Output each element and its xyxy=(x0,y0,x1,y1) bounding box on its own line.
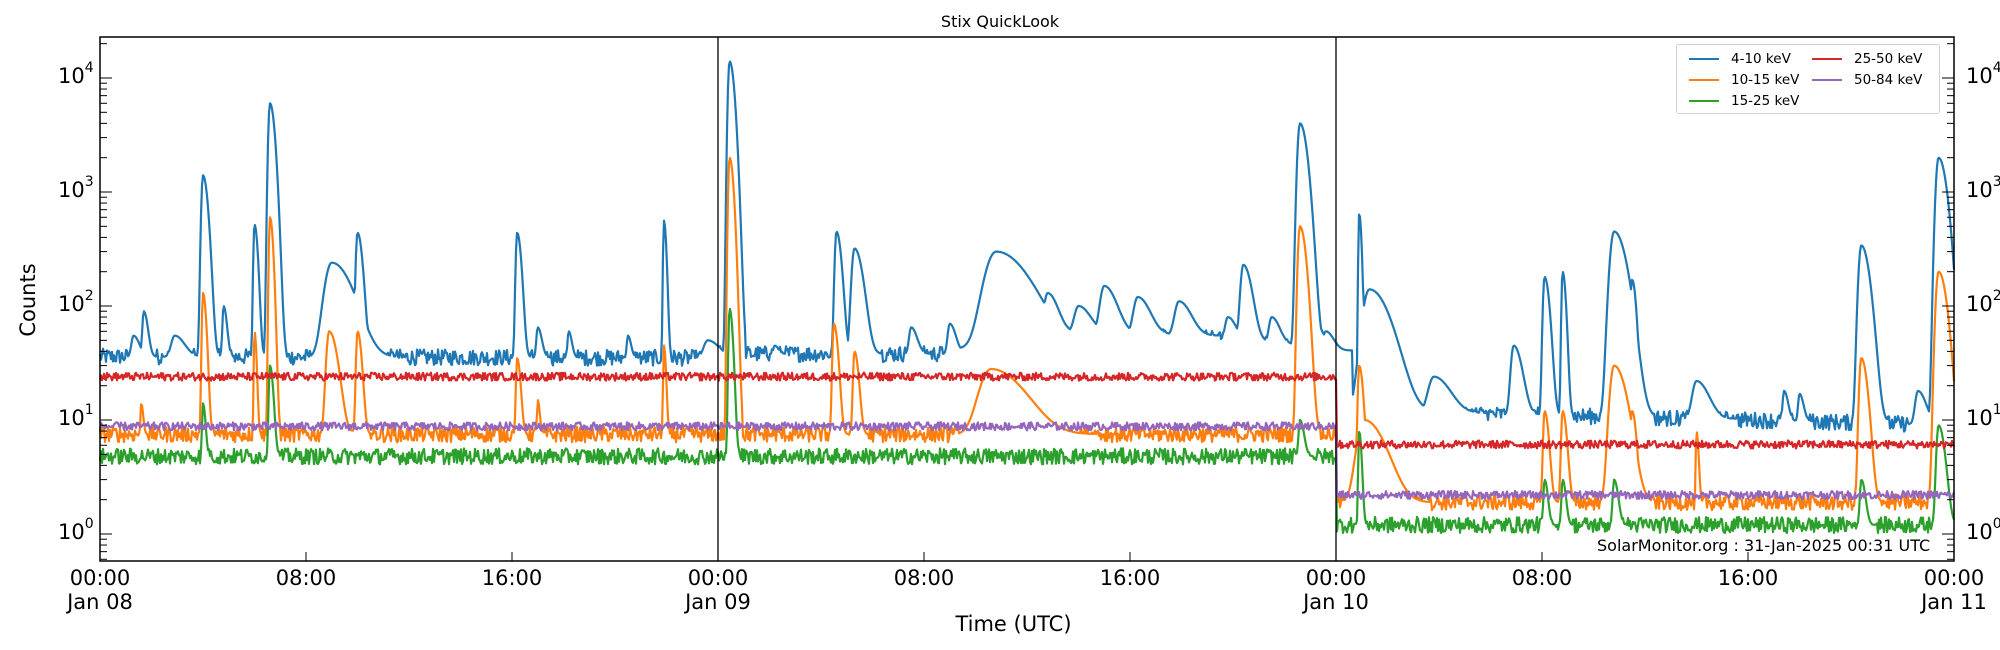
legend-label: 4-10 keV xyxy=(1731,51,1791,67)
x-tick-label: 00:00 Jan 08 xyxy=(67,566,133,614)
y-tick-label-right: 103 xyxy=(1966,174,2000,202)
series-line-4-10-keV xyxy=(98,60,1956,433)
legend-item: 15-25 keV xyxy=(1689,91,1799,111)
day-divider-lines xyxy=(717,37,1337,561)
x-tick-label: 08:00 xyxy=(275,566,337,590)
legend-swatch xyxy=(1812,58,1842,60)
watermark-text: SolarMonitor.org : 31-Jan-2025 00:31 UTC xyxy=(1597,536,1931,555)
x-tick-label: 16:00 xyxy=(1717,566,1779,590)
x-tick-label: 00:00 Jan 10 xyxy=(1303,566,1369,614)
axes-frame xyxy=(99,36,1955,562)
legend-label: 50-84 keV xyxy=(1854,72,1923,88)
legend-label: 10-15 keV xyxy=(1731,72,1800,88)
y-tick-label-left: 103 xyxy=(58,174,94,202)
legend-swatch xyxy=(1812,79,1842,81)
y-tick-label-right: 100 xyxy=(1966,516,2000,544)
legend: 4-10 keV 10-15 keV 15-25 keV 25-50 keV 50-84… xyxy=(1676,44,1940,114)
axis-ticks xyxy=(99,43,1955,561)
series-line-25-50-keV xyxy=(98,371,1956,450)
y-tick-label-right: 104 xyxy=(1966,60,2000,88)
legend-swatch xyxy=(1689,79,1719,81)
x-tick-label: 16:00 xyxy=(481,566,543,590)
legend-item: 10-15 keV xyxy=(1689,70,1799,90)
legend-swatch xyxy=(1689,58,1719,60)
series-layer xyxy=(98,60,1956,535)
y-tick-label-left: 100 xyxy=(58,516,94,544)
y-tick-label-left: 102 xyxy=(58,288,94,316)
x-tick-label: 00:00 Jan 11 xyxy=(1921,566,1987,614)
y-axis-title: Counts xyxy=(16,263,40,337)
y-tick-label-right: 102 xyxy=(1966,288,2000,316)
legend-item: 25-50 keV xyxy=(1812,49,1922,69)
legend-item: 4-10 keV xyxy=(1689,49,1791,69)
legend-label: 25-50 keV xyxy=(1854,51,1923,67)
x-axis-title: Time (UTC) xyxy=(955,612,1072,636)
chart-title: Stix QuickLook xyxy=(940,12,1060,31)
x-tick-label: 16:00 xyxy=(1099,566,1161,590)
y-tick-label-right: 101 xyxy=(1966,402,2000,430)
y-tick-label-left: 104 xyxy=(58,60,94,88)
x-tick-label: 08:00 xyxy=(893,566,955,590)
legend-item: 50-84 keV xyxy=(1812,70,1922,90)
y-tick-label-left: 101 xyxy=(58,402,94,430)
x-tick-label: 08:00 xyxy=(1511,566,1573,590)
legend-swatch xyxy=(1689,100,1719,102)
x-tick-label: 00:00 Jan 09 xyxy=(685,566,751,614)
series-line-15-25-keV xyxy=(98,307,1956,535)
legend-label: 15-25 keV xyxy=(1731,93,1800,109)
series-line-50-84-keV xyxy=(98,421,1956,500)
